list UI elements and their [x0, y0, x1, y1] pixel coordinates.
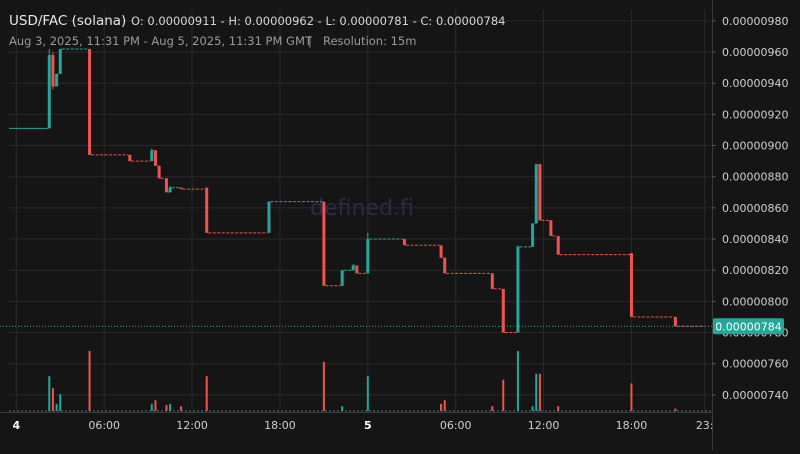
volume-bar — [440, 403, 443, 411]
ohlc-readout: O: 0.00000911 - H: 0.00000962 - L: 0.000… — [131, 14, 505, 28]
y-tick-label: 0.00000980 — [722, 15, 788, 28]
y-tick-label: 0.00000960 — [722, 46, 788, 59]
volume-bar — [535, 373, 538, 411]
current-price-tag — [713, 318, 784, 335]
volume-bar — [443, 400, 446, 411]
watermark: defined.fi — [310, 196, 414, 221]
candle-body[interactable] — [340, 270, 344, 286]
y-tick-label: 0.00000900 — [722, 140, 788, 153]
candle-body[interactable] — [531, 223, 535, 247]
volume-bar — [674, 408, 677, 411]
price-axis[interactable]: 0.000007400.000007600.000007800.00000800… — [712, 15, 788, 402]
candle-body[interactable] — [47, 55, 51, 129]
candle-body[interactable] — [402, 239, 406, 246]
candle-body[interactable] — [439, 245, 443, 258]
chart-header: USD/FAC (solana) O: 0.00000911 - H: 0.00… — [9, 13, 505, 48]
resolution-label: Resolution: 15m — [323, 34, 416, 48]
candle-body[interactable] — [366, 239, 370, 274]
volume-bar — [516, 351, 519, 411]
candle-body[interactable] — [205, 187, 209, 233]
volume-bars — [9, 351, 712, 412]
candle-body[interactable] — [322, 201, 326, 286]
y-tick-label: 0.00000760 — [722, 358, 788, 371]
volume-bar — [88, 351, 91, 411]
pair-title: USD/FAC (solana) — [9, 13, 126, 29]
x-tick-label: 12:00 — [528, 419, 560, 432]
x-tick-label: 18:00 — [264, 419, 296, 432]
volume-bar — [366, 376, 369, 411]
candle-body[interactable] — [55, 73, 59, 87]
candle-body[interactable] — [355, 265, 359, 274]
date-range: Aug 3, 2025, 11:31 PM - Aug 5, 2025, 11:… — [9, 34, 313, 48]
y-tick-label: 0.00000860 — [722, 202, 788, 215]
candle-body[interactable] — [164, 178, 168, 193]
candle-body[interactable] — [443, 257, 447, 274]
candle-body[interactable] — [501, 288, 505, 333]
candle-body[interactable] — [267, 201, 271, 233]
candle-body[interactable] — [629, 253, 633, 317]
x-tick-label: 12:00 — [176, 419, 208, 432]
candle-body[interactable] — [88, 48, 92, 155]
volume-bar — [154, 400, 157, 411]
candle-body[interactable] — [490, 273, 494, 289]
x-tick-label: 06:00 — [440, 419, 472, 432]
current-price-label: 0.00000784 — [715, 320, 781, 333]
volume-bar — [59, 394, 62, 411]
candle-body[interactable] — [516, 246, 520, 333]
candles — [9, 48, 705, 334]
volume-bar — [169, 403, 172, 411]
y-tick-label: 0.00000880 — [722, 171, 788, 184]
volume-bar — [165, 405, 168, 411]
y-tick-label: 0.00000740 — [722, 389, 788, 402]
volume-bar — [502, 379, 505, 411]
volume-bar — [341, 406, 344, 411]
volume-bar — [491, 406, 494, 411]
volume-bar — [322, 361, 325, 411]
candle-body[interactable] — [150, 150, 154, 162]
x-tick-label: 5 — [364, 419, 372, 432]
candle-body[interactable] — [534, 164, 538, 224]
x-tick-label: 18:00 — [616, 419, 648, 432]
candle-body[interactable] — [128, 154, 132, 162]
volume-bar — [55, 403, 58, 411]
y-tick-label: 0.00000820 — [722, 264, 788, 277]
y-tick-label: 0.00000840 — [722, 233, 788, 246]
header-separator: | — [308, 34, 312, 48]
y-tick-label: 0.00000800 — [722, 295, 788, 308]
candle-body[interactable] — [351, 265, 355, 271]
candle-body[interactable] — [157, 165, 161, 179]
volume-bar — [150, 403, 153, 411]
x-tick-label: 23: — [696, 419, 714, 432]
y-tick-label: 0.00000940 — [722, 77, 788, 90]
volume-bar — [48, 376, 51, 411]
y-tick-label: 0.00000920 — [722, 108, 788, 121]
volume-bar — [538, 373, 541, 411]
volume-bar — [51, 388, 54, 411]
candle-body[interactable] — [51, 55, 55, 87]
candle-body[interactable] — [153, 150, 157, 166]
candle-body[interactable] — [179, 187, 183, 190]
candle-body[interactable] — [549, 220, 553, 236]
volume-bar — [531, 406, 534, 411]
volume-bar — [557, 406, 560, 411]
time-axis[interactable]: 4 06:00 12:00 18:00 5 06:00 12:00 18:00 23: — [12, 419, 713, 432]
volume-bar — [630, 383, 633, 411]
candle-body[interactable] — [538, 164, 542, 221]
volume-bar — [180, 406, 183, 411]
candle-body[interactable] — [168, 187, 172, 193]
x-tick-label: 06:00 — [88, 419, 120, 432]
candle-body[interactable] — [556, 235, 560, 255]
x-tick-label: 4 — [12, 419, 20, 432]
grid — [0, 0, 713, 450]
candle-body[interactable] — [673, 316, 677, 327]
volume-bar — [205, 376, 208, 411]
candle-body[interactable] — [58, 48, 62, 74]
